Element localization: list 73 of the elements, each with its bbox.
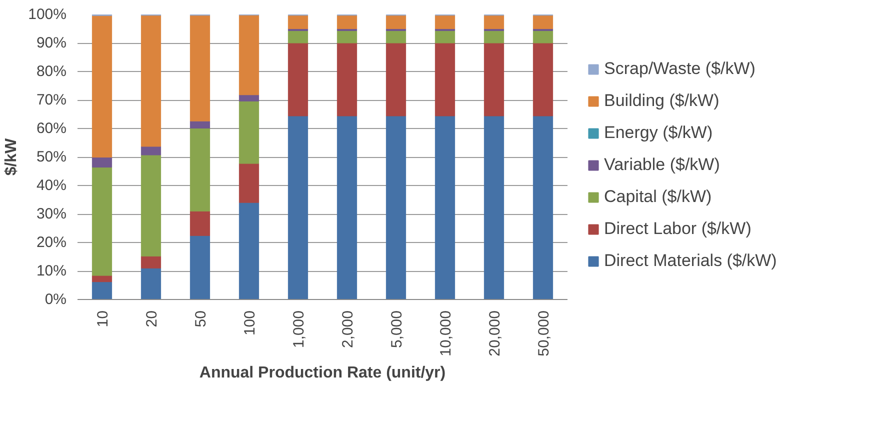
x-tick-label: 10,000 bbox=[438, 310, 454, 356]
bar bbox=[532, 42, 554, 116]
x-tick-label: 20 bbox=[144, 310, 160, 328]
bar bbox=[140, 268, 162, 300]
bar bbox=[532, 15, 554, 29]
bar bbox=[190, 210, 210, 236]
x-tick-label: 50 bbox=[192, 310, 210, 328]
x-tick-label: 10 bbox=[94, 310, 112, 328]
y-tick-label: 90% bbox=[36, 34, 67, 52]
bar bbox=[336, 42, 358, 116]
legend-label: Direct Labor ($/kW) bbox=[604, 218, 752, 238]
bar bbox=[190, 235, 210, 300]
bar bbox=[484, 42, 504, 116]
x-tick-label: 2,000 bbox=[340, 310, 356, 348]
legend-label: Capital ($/kW) bbox=[604, 186, 712, 206]
y-tick-label: 10% bbox=[36, 262, 67, 280]
y-tick-label: 70% bbox=[36, 92, 67, 108]
bar bbox=[92, 157, 112, 168]
x-tick-label: 100 bbox=[242, 310, 258, 336]
bar bbox=[238, 14, 260, 96]
y-axis-title: $/kW bbox=[3, 137, 20, 176]
x-tick-label: 5,000 bbox=[388, 310, 406, 348]
bar bbox=[140, 146, 162, 156]
y-tick-label: 20% bbox=[36, 234, 67, 251]
bar bbox=[140, 256, 162, 268]
bar bbox=[238, 94, 260, 102]
bar bbox=[386, 116, 406, 300]
bar bbox=[532, 116, 554, 300]
legend-label: Scrap/Waste ($/kW) bbox=[604, 58, 756, 78]
bar bbox=[92, 15, 112, 158]
y-tick-label: 60% bbox=[36, 120, 67, 137]
bar bbox=[92, 167, 112, 276]
bar bbox=[434, 30, 456, 44]
y-tick-label: 80% bbox=[36, 63, 67, 80]
bar bbox=[484, 116, 504, 300]
bar bbox=[140, 15, 162, 147]
bar bbox=[288, 30, 308, 44]
bar bbox=[484, 15, 504, 29]
bar bbox=[288, 116, 308, 300]
bar bbox=[336, 116, 358, 300]
y-tick-label: 0% bbox=[44, 291, 67, 308]
legend-label: Variable ($/kW) bbox=[604, 154, 720, 174]
bar bbox=[434, 42, 456, 116]
bar bbox=[140, 154, 162, 256]
bar bbox=[92, 282, 112, 300]
legend-label: Building ($/kW) bbox=[604, 90, 720, 110]
x-axis-title: Annual Production Rate (unit/yr) bbox=[199, 364, 446, 382]
bar bbox=[288, 15, 308, 29]
bar bbox=[336, 30, 358, 44]
x-tick-label: 1,000 bbox=[290, 310, 308, 348]
bar bbox=[336, 15, 358, 29]
bar bbox=[484, 30, 504, 44]
legend-label: Energy ($/kW) bbox=[604, 122, 713, 142]
bar bbox=[288, 42, 308, 116]
x-tick-label: 50,000 bbox=[536, 310, 552, 356]
y-tick-label: 30% bbox=[36, 206, 67, 222]
y-tick-label: 40% bbox=[36, 177, 67, 194]
bar bbox=[434, 116, 456, 300]
legend-label: Direct Materials ($/kW) bbox=[604, 250, 777, 270]
bar bbox=[434, 15, 456, 29]
bar bbox=[386, 42, 406, 116]
bar bbox=[386, 15, 406, 29]
bar bbox=[532, 30, 554, 44]
bar bbox=[238, 202, 260, 300]
bar bbox=[238, 100, 260, 164]
bar bbox=[386, 30, 406, 44]
bar bbox=[190, 120, 210, 128]
x-tick-label: 20,000 bbox=[486, 310, 504, 356]
bar bbox=[190, 128, 210, 212]
y-tick-label: 100% bbox=[28, 6, 67, 23]
y-tick-label: 50% bbox=[36, 148, 67, 166]
bar bbox=[190, 15, 210, 122]
bar bbox=[238, 163, 260, 203]
